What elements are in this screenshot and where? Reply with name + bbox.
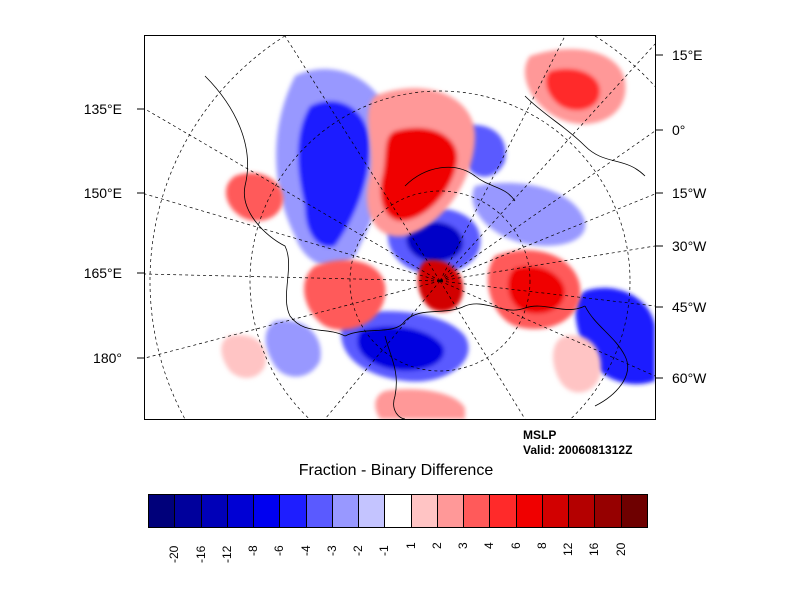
colorbar-tick-label: -8	[246, 545, 261, 556]
colorbar-tick-label: 6	[508, 542, 523, 549]
colorbar-tick-label: 3	[456, 542, 471, 549]
colorbar-box	[305, 494, 333, 528]
colorbar-box	[384, 494, 412, 528]
colorbar-tick-label: 20	[613, 542, 628, 556]
colorbar-box	[253, 494, 281, 528]
negative-blob-center-core	[406, 221, 464, 262]
lon-label-15w: 15°W	[672, 185, 707, 201]
positive-blob-east-core	[508, 266, 565, 314]
colorbar-box	[148, 494, 176, 528]
colorbar-box	[515, 494, 543, 528]
colorbar-box	[226, 494, 255, 528]
colorbar-box	[436, 494, 465, 528]
colorbar-tick-label: -4	[298, 545, 313, 556]
positive-blob-southwest	[221, 335, 266, 378]
colorbar-tick-label: -3	[324, 545, 339, 556]
lon-label-45w: 45°W	[672, 299, 707, 315]
lon-label-15e: 15°E	[672, 47, 703, 63]
lon-label-180: 180°	[93, 350, 122, 366]
colorbar-box	[279, 494, 307, 528]
valid-time: Valid: 2006081312Z	[523, 443, 633, 457]
positive-blob-far-west	[225, 172, 284, 221]
colorbar	[148, 494, 648, 530]
lon-label-135e: 135°E	[83, 101, 122, 117]
lon-label-60w: 60°W	[672, 370, 707, 386]
positive-anomaly-areas	[221, 49, 626, 419]
positive-blob-northeast-core	[545, 68, 600, 111]
colorbar-box	[489, 494, 517, 528]
colorbar-box	[620, 494, 648, 528]
negative-blob-east	[472, 182, 586, 246]
field-name: MSLP	[523, 428, 557, 442]
coastlines	[204, 75, 646, 419]
colorbar-tick-label: -1	[377, 545, 392, 556]
colorbar-tick-label: -6	[272, 545, 287, 556]
colorbar-box	[541, 494, 570, 528]
colorbar-tick-label: 16	[587, 542, 602, 556]
colorbar-tick-label: 12	[561, 542, 576, 556]
colorbar-tick-label: 4	[482, 542, 497, 549]
colorbar-box	[568, 494, 596, 528]
colorbar-tick-label: -12	[219, 545, 234, 563]
graticule	[145, 36, 655, 419]
colorbar-tick-label: -20	[167, 545, 182, 563]
polar-stereographic-map	[145, 36, 655, 419]
positive-blob-southeast	[553, 335, 601, 393]
colorbar-tick-label: -16	[193, 545, 208, 563]
colorbar-box	[594, 494, 622, 528]
negative-blob-west-core	[298, 100, 370, 247]
lon-label-0: 0°	[672, 122, 686, 138]
negative-blob-south-core	[357, 326, 445, 371]
negative-blob-southwest	[265, 320, 321, 377]
positive-blob-west	[304, 260, 386, 330]
colorbar-box	[200, 494, 228, 528]
colorbar-box	[358, 494, 386, 528]
colorbar-tick-label: -2	[351, 545, 366, 556]
colorbar-box	[463, 494, 491, 528]
lon-label-165e: 165°E	[83, 265, 122, 281]
colorbar-tick-label: 8	[534, 542, 549, 549]
lon-label-150e: 150°E	[83, 185, 122, 201]
colorbar-box	[331, 494, 360, 528]
colorbar-tick-label: 2	[429, 542, 444, 549]
colorbar-box	[410, 494, 438, 528]
lon-label-30w: 30°W	[672, 238, 707, 254]
positive-blob-north-core	[380, 127, 458, 221]
map-panel	[144, 35, 656, 420]
colorbar-title: Fraction - Binary Difference	[298, 462, 494, 479]
positive-blob-south	[375, 389, 465, 419]
colorbar-box	[174, 494, 202, 528]
colorbar-tick-label: 1	[403, 542, 418, 549]
